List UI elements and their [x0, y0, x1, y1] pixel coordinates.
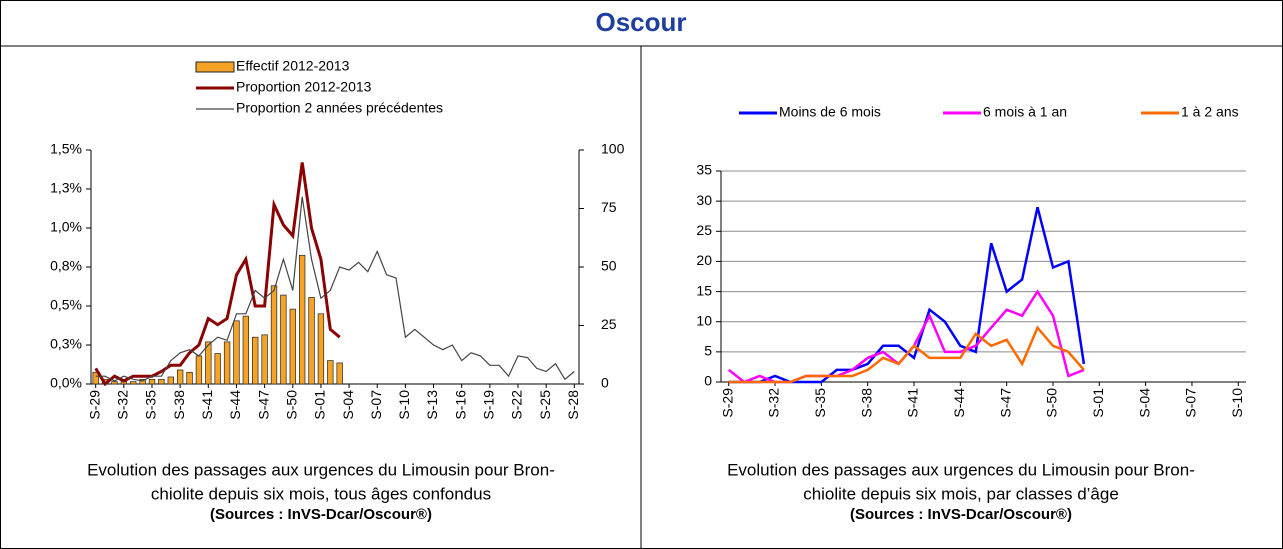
bar [327, 360, 334, 385]
x-tick-label: S-38 [171, 390, 187, 420]
x-tick-label: S-32 [115, 390, 131, 420]
x-tick-label: S-01 [1090, 388, 1106, 418]
x-tick-label: S-29 [719, 388, 735, 418]
bar [158, 378, 165, 385]
bar [280, 294, 287, 385]
bar [317, 313, 325, 385]
x-tick-label: S-13 [424, 390, 440, 420]
bar [111, 381, 118, 385]
y-tick-label: 25 [696, 222, 712, 238]
bar [214, 353, 221, 385]
line-series [94, 162, 341, 387]
x-tick-label: S-50 [1044, 388, 1060, 418]
bar [92, 371, 99, 385]
y2-tick-label: 75 [601, 199, 617, 215]
bar [205, 341, 212, 385]
x-tick-label: S-04 [1136, 388, 1152, 418]
legend-swatch [195, 61, 235, 73]
line-series [728, 325, 1085, 384]
y-tick-label: 0 [704, 373, 712, 389]
y-tick-label: 30 [696, 192, 712, 208]
x-tick-label: S-38 [858, 388, 874, 418]
y2-tick-label: 50 [601, 258, 617, 274]
x-tick-label: S-47 [997, 388, 1013, 418]
x-tick-label: S-35 [143, 390, 159, 420]
y-tick-label: 0,3% [50, 336, 82, 352]
x-tick-label: S-44 [227, 390, 243, 420]
bar [308, 297, 315, 385]
bar [298, 254, 306, 385]
caption: Evolution des passages aux urgences du L… [87, 460, 555, 479]
x-tick-label: S-44 [951, 388, 967, 418]
x-tick-label: S-07 [368, 390, 384, 420]
legend-label: Moins de 6 mois [779, 104, 881, 120]
bar [270, 285, 278, 385]
x-tick-label: S-04 [340, 390, 356, 420]
y-tick-label: 0,8% [50, 258, 82, 274]
bar [233, 320, 240, 385]
caption: Evolution des passages aux urgences du L… [727, 460, 1195, 479]
y-tick-label: 10 [696, 312, 712, 328]
bar [186, 371, 193, 385]
caption: chiolite depuis six mois, par classes d’… [803, 484, 1119, 503]
y-tick-label: 1,3% [50, 180, 82, 196]
line-series [727, 289, 1085, 384]
y-tick-label: 0,5% [50, 297, 82, 313]
page-title: Oscour [595, 7, 686, 37]
bar [139, 378, 146, 385]
y-tick-label: 15 [696, 282, 712, 298]
x-tick-label: S-35 [812, 388, 828, 418]
bar [289, 308, 296, 385]
x-tick-label: S-25 [537, 390, 553, 420]
y-tick-label: 35 [696, 162, 712, 178]
bar [223, 341, 231, 385]
line-series [95, 196, 575, 382]
bar [242, 315, 250, 385]
x-tick-label: S-41 [905, 388, 921, 418]
y-tick-label: 0,0% [50, 375, 82, 391]
legend-label: 6 mois à 1 an [983, 104, 1067, 120]
x-tick-label: S-29 [86, 390, 102, 420]
source: (Sources : InVS-Dcar/Oscour®) [850, 506, 1072, 523]
y2-tick-label: 100 [601, 141, 625, 157]
y2-tick-label: 0 [601, 375, 609, 391]
bar [176, 369, 184, 385]
legend-label: Proportion 2012-2013 [236, 79, 372, 95]
legend-label: 1 à 2 ans [1181, 104, 1239, 120]
x-tick-label: S-10 [1229, 388, 1245, 418]
x-tick-label: S-19 [481, 390, 497, 420]
y-tick-label: 1,5% [50, 141, 82, 157]
y-tick-label: 20 [696, 252, 712, 268]
bar [130, 381, 137, 385]
bar [261, 334, 268, 385]
x-tick-label: S-07 [1183, 388, 1199, 418]
legend-label: Proportion 2 années précédentes [236, 100, 443, 116]
bar [195, 355, 203, 385]
bar [336, 362, 343, 385]
x-tick-label: S-10 [396, 390, 412, 420]
bar [252, 336, 259, 385]
x-tick-label: S-47 [255, 390, 271, 420]
x-tick-label: S-28 [565, 390, 581, 420]
x-tick-label: S-22 [509, 390, 525, 420]
caption: chiolite depuis six mois, tous âges conf… [151, 484, 491, 503]
bar [148, 378, 156, 385]
y-tick-label: 5 [704, 343, 712, 359]
x-tick-label: S-16 [452, 390, 468, 420]
y2-tick-label: 25 [601, 316, 617, 332]
source: (Sources : InVS-Dcar/Oscour®) [210, 506, 432, 523]
bar [167, 376, 174, 385]
x-tick-label: S-01 [312, 390, 328, 420]
x-tick-label: S-41 [199, 390, 215, 420]
x-tick-label: S-32 [766, 388, 782, 418]
y-tick-label: 1,0% [50, 219, 82, 235]
legend-label: Effectif 2012-2013 [236, 58, 350, 74]
x-tick-label: S-50 [283, 390, 299, 420]
